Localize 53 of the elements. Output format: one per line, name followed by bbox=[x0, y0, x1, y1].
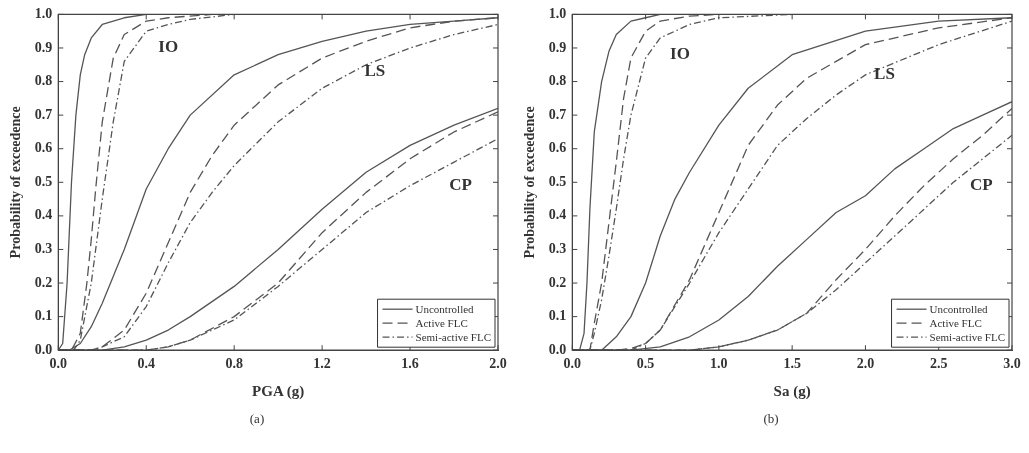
x-tick-label: 1.5 bbox=[783, 356, 801, 372]
x-tick-label: 0.4 bbox=[137, 356, 155, 372]
x-tick-label: 0.5 bbox=[636, 356, 655, 372]
y-tick-label: 0.0 bbox=[34, 341, 53, 357]
y-tick-label: 0.2 bbox=[548, 274, 567, 290]
legend-label: Uncontrolled bbox=[929, 302, 989, 315]
y-tick-label: 0.1 bbox=[34, 308, 53, 324]
y-tick-label: 0.5 bbox=[548, 173, 567, 189]
y-tick-label: 0.2 bbox=[34, 274, 53, 290]
y-axis-title: Probability of exceedence bbox=[8, 106, 24, 259]
x-tick-label: 1.2 bbox=[313, 356, 331, 372]
legend-label: Semi-active FLC bbox=[415, 330, 492, 343]
x-tick-label: 0.0 bbox=[563, 356, 582, 372]
y-tick-label: 0.1 bbox=[548, 308, 567, 324]
annotation: LS bbox=[874, 64, 895, 84]
y-tick-label: 0.4 bbox=[34, 207, 53, 223]
x-axis-title: Sa (g) bbox=[773, 382, 811, 400]
x-tick-label: 2.5 bbox=[929, 356, 948, 372]
legend-label: Active FLC bbox=[929, 316, 982, 329]
y-tick-label: 0.8 bbox=[548, 73, 567, 89]
x-axis-title: PGA (g) bbox=[252, 382, 305, 400]
y-tick-label: 0.4 bbox=[548, 207, 567, 223]
y-tick-label: 0.7 bbox=[548, 106, 567, 122]
annotation: LS bbox=[364, 60, 386, 80]
y-tick-label: 0.6 bbox=[34, 140, 53, 156]
y-tick-label: 0.9 bbox=[548, 39, 567, 55]
annotation: IO bbox=[670, 44, 690, 64]
y-tick-label: 0.9 bbox=[34, 39, 53, 55]
y-tick-label: 0.5 bbox=[34, 173, 53, 189]
y-tick-label: 0.6 bbox=[548, 140, 567, 156]
legend-label: Semi-active FLC bbox=[929, 330, 1006, 343]
y-tick-label: 0.8 bbox=[34, 73, 53, 89]
y-tick-label: 0.0 bbox=[548, 341, 567, 357]
y-tick-label: 1.0 bbox=[34, 6, 53, 22]
text: (a) bbox=[248, 411, 266, 427]
x-tick-label: 1.6 bbox=[401, 356, 419, 372]
x-tick-label: 0.0 bbox=[49, 356, 68, 372]
x-tick-label: 2.0 bbox=[489, 356, 507, 372]
annotation: CP bbox=[969, 175, 993, 195]
x-tick-label: 1.0 bbox=[710, 356, 728, 372]
y-tick-label: 0.3 bbox=[34, 241, 53, 257]
y-tick-label: 1.0 bbox=[548, 6, 567, 22]
legend-label: Uncontrolled bbox=[415, 302, 475, 315]
legend-label: Active FLC bbox=[415, 316, 468, 329]
y-axis-title: Probability of exceedence bbox=[522, 106, 538, 259]
annotation: CP bbox=[449, 175, 472, 195]
annotation: IO bbox=[158, 37, 179, 57]
y-tick-label: 0.3 bbox=[548, 241, 567, 257]
y-tick-label: 0.7 bbox=[34, 106, 53, 122]
x-tick-label: 0.8 bbox=[225, 356, 243, 372]
x-tick-label: 3.0 bbox=[1003, 356, 1021, 372]
x-tick-label: 2.0 bbox=[856, 356, 875, 372]
text: (b) bbox=[762, 411, 780, 427]
